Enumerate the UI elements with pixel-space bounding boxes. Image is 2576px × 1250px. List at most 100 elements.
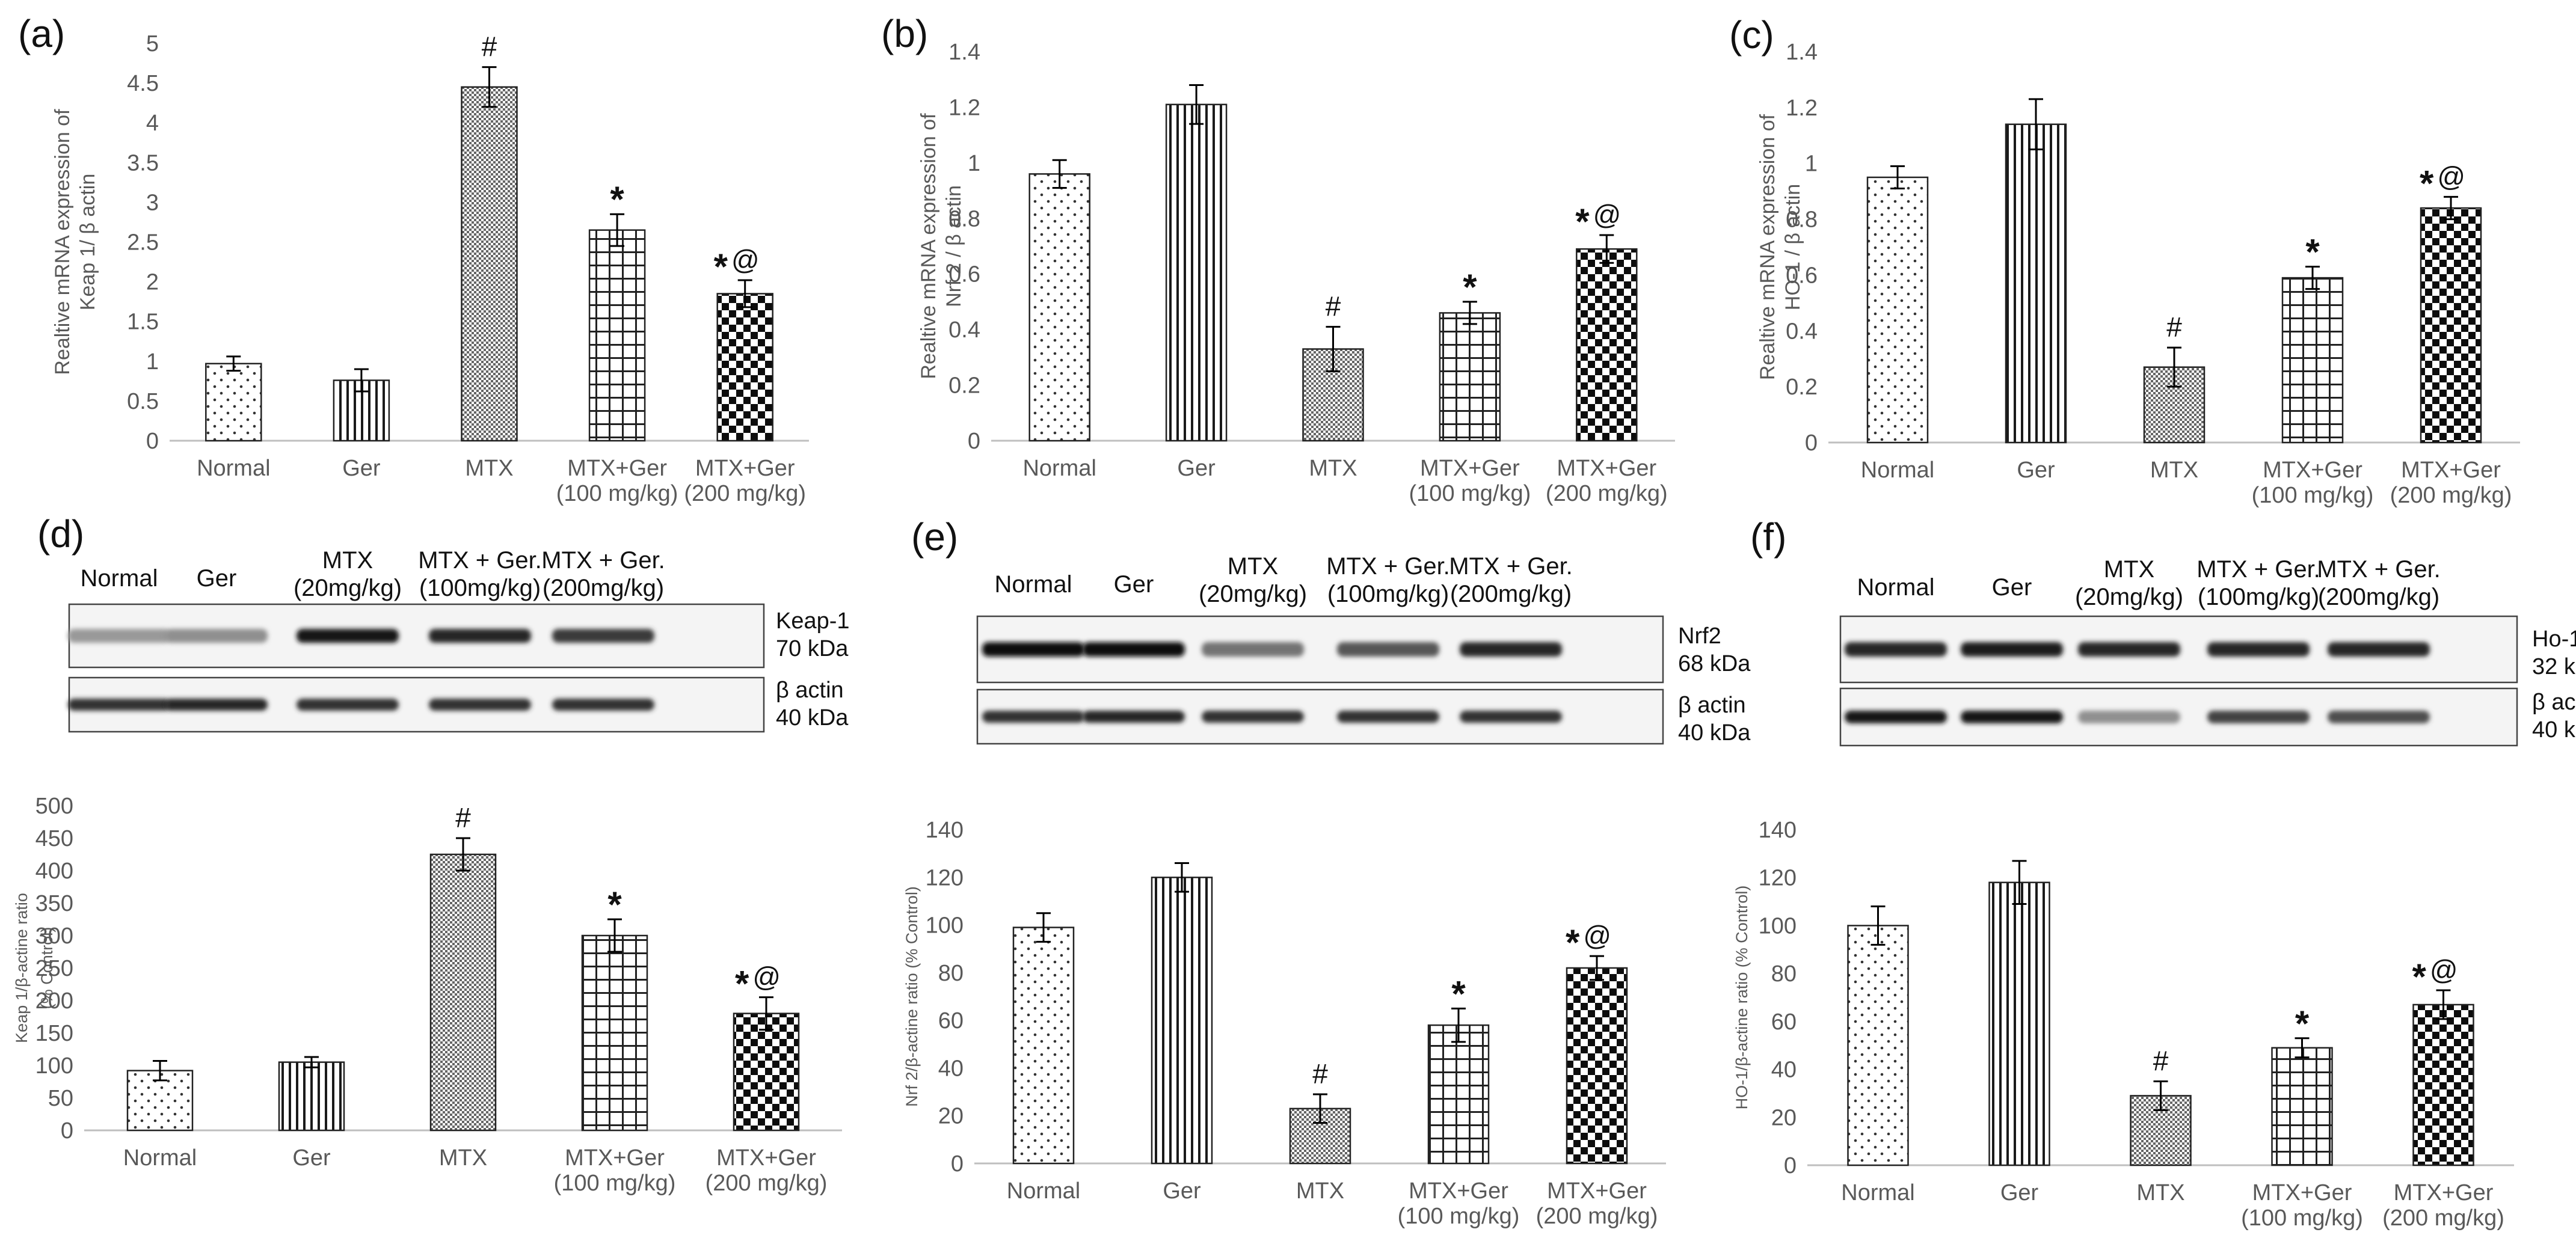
bar: [2005, 123, 2067, 444]
y-tick-label: 350: [35, 891, 73, 916]
x-tick-label: MTX: [2136, 1180, 2184, 1206]
y-tick-label: 300: [35, 924, 73, 949]
blots: Normal Ger MTX (20mg/kg) MTX + Ger. (100mg/kg…: [68, 547, 2576, 747]
x-tick-label: Ger: [2017, 458, 2055, 483]
blot-band: [2078, 711, 2180, 723]
lane-label: MTX + Ger. (100mg/kg): [1326, 553, 1450, 607]
significance-marker: #: [482, 31, 497, 63]
significance-marker: #: [455, 802, 471, 833]
blot-band: [2078, 642, 2180, 657]
y-tick-label: 140: [926, 818, 964, 843]
x-tick-label: Normal: [1841, 1180, 1914, 1206]
bar: [1866, 176, 1929, 444]
blot-band: [1083, 711, 1185, 723]
panel-label-a: (a): [18, 12, 65, 55]
blot-band: [1961, 642, 2063, 657]
panel-label-f: (f): [1750, 515, 1786, 559]
y-tick-label: 2.5: [127, 230, 159, 256]
lane-label: Normal: [81, 565, 158, 592]
y-tick-label: 40: [938, 1056, 964, 1081]
y-axis-label: Keap 1/β-actine ratio (% Control): [13, 893, 56, 1043]
significance-marker: * @: [2420, 161, 2465, 203]
blot-band: [1845, 642, 1947, 657]
y-tick-label: 0: [61, 1118, 73, 1144]
y-tick-label: 400: [35, 859, 73, 884]
y-tick-label: 0.2: [948, 373, 980, 399]
y-tick-label: 1: [968, 151, 980, 176]
y-tick-label: 450: [35, 826, 73, 851]
blot-band: [552, 629, 654, 643]
panel-label-c: (c): [1729, 13, 1774, 57]
y-tick-label: 20: [1771, 1105, 1797, 1130]
protein-size-label: 40 kDa: [776, 705, 849, 731]
y-axis-label-line: HO-1 / β actin: [1781, 184, 1804, 310]
y-tick-label: 50: [48, 1086, 73, 1111]
x-tick-label: Normal: [197, 456, 270, 481]
lane-label: MTX (20mg/kg): [2075, 556, 2183, 610]
significance-marker: *: [1463, 267, 1477, 307]
blot-band: [1337, 711, 1439, 723]
blot-f: Normal Ger MTX (20mg/kg)MTX + Ger. (100mg/kg…: [1839, 556, 2576, 747]
blot-band: [429, 629, 531, 643]
blot-band: [1460, 711, 1562, 723]
y-tick-label: 140: [1759, 818, 1797, 843]
bar: [278, 1061, 345, 1132]
y-tick-label: 20: [938, 1104, 964, 1129]
x-tick-label: MTX+Ger (200 mg/kg): [1546, 456, 1668, 506]
panel-label-d: (d): [37, 512, 84, 556]
bar: [1165, 103, 1228, 442]
blot-band: [982, 711, 1084, 723]
lane-label: MTX + Ger. (200mg/kg): [541, 547, 665, 601]
blot-band: [68, 699, 170, 711]
significance-marker: *: [610, 179, 624, 219]
blot-d: Normal Ger MTX (20mg/kg) MTX + Ger. (100mg/kg…: [68, 547, 850, 733]
y-axis-label: Realtive mRNA expression of HO-1 / β acti…: [1756, 114, 1804, 380]
protein-size-label: 68 kDa: [1678, 651, 1751, 676]
y-tick-label: 4: [146, 111, 159, 136]
bar: [1427, 1024, 1490, 1165]
y-axis-label-line: Nrf 2/β-actine ratio (% Control): [903, 886, 921, 1107]
protein-label: Ho-1: [2532, 627, 2576, 652]
x-tick-label: MTX+Ger (100 mg/kg): [1409, 456, 1531, 506]
bar: [1988, 881, 2050, 1166]
y-tick-label: 120: [1759, 866, 1797, 891]
y-axis-label: Nrf 2/β-actine ratio (% Control): [903, 886, 921, 1107]
significance-marker: #: [1312, 1058, 1328, 1089]
lane-label: MTX + Ger. (200mg/kg): [2317, 556, 2441, 610]
chart-a: 0 0.5 1 1.5 2 2.5 3 3.5 4 4.5 5 Realtive mRNA expre…: [51, 31, 809, 506]
y-tick-label: 0.8: [948, 206, 980, 231]
x-tick-label: MTX: [1309, 456, 1357, 481]
y-tick-label: 0: [1784, 1153, 1797, 1178]
y-tick-label: 0.4: [948, 317, 980, 343]
y-axis-label-line: Realtive mRNA expression of: [1756, 114, 1779, 380]
y-axis-label-line: Realtive mRNA expression of: [917, 113, 940, 379]
blot-band: [1337, 642, 1439, 657]
lane-label: Normal: [995, 571, 1072, 598]
y-axis-label-line: Realtive mRNA expression of: [51, 109, 74, 375]
y-axis-label-line: Keap 1/ β actin: [76, 174, 99, 310]
y-tick-label: 2: [146, 270, 159, 295]
lane-label: MTX (20mg/kg): [294, 547, 402, 601]
bar: [733, 1013, 800, 1132]
significance-marker: *: [2305, 232, 2320, 272]
y-tick-label: 0.8: [1786, 207, 1818, 233]
x-tick-label: Normal: [1022, 456, 1096, 481]
charts: 0 0.5 1 1.5 2 2.5 3 3.5 4 4.5 5 Realtive mRNA expre…: [13, 31, 2520, 1231]
blot-band: [1961, 711, 2063, 723]
y-tick-label: 4.5: [127, 71, 159, 96]
blot-band: [297, 629, 399, 643]
chart-d: 0 50 100 150 200 250 300 350 400 450 500 Keap 1/β-a…: [13, 794, 842, 1196]
y-tick-label: 100: [1759, 913, 1797, 939]
significance-marker: * @: [1575, 199, 1621, 242]
x-tick-label: Ger: [342, 456, 381, 481]
blot-band: [2207, 711, 2310, 723]
y-tick-label: 0.2: [1786, 375, 1818, 400]
x-tick-label: MTX+Ger (200 mg/kg): [2382, 1180, 2504, 1231]
y-tick-label: 100: [35, 1053, 73, 1079]
significance-marker: * @: [1566, 920, 1611, 963]
y-tick-label: 1.2: [948, 95, 980, 120]
x-tick-label: Normal: [123, 1145, 197, 1171]
x-tick-label: Ger: [2000, 1180, 2039, 1206]
lane-label: Ger: [1992, 574, 2032, 601]
